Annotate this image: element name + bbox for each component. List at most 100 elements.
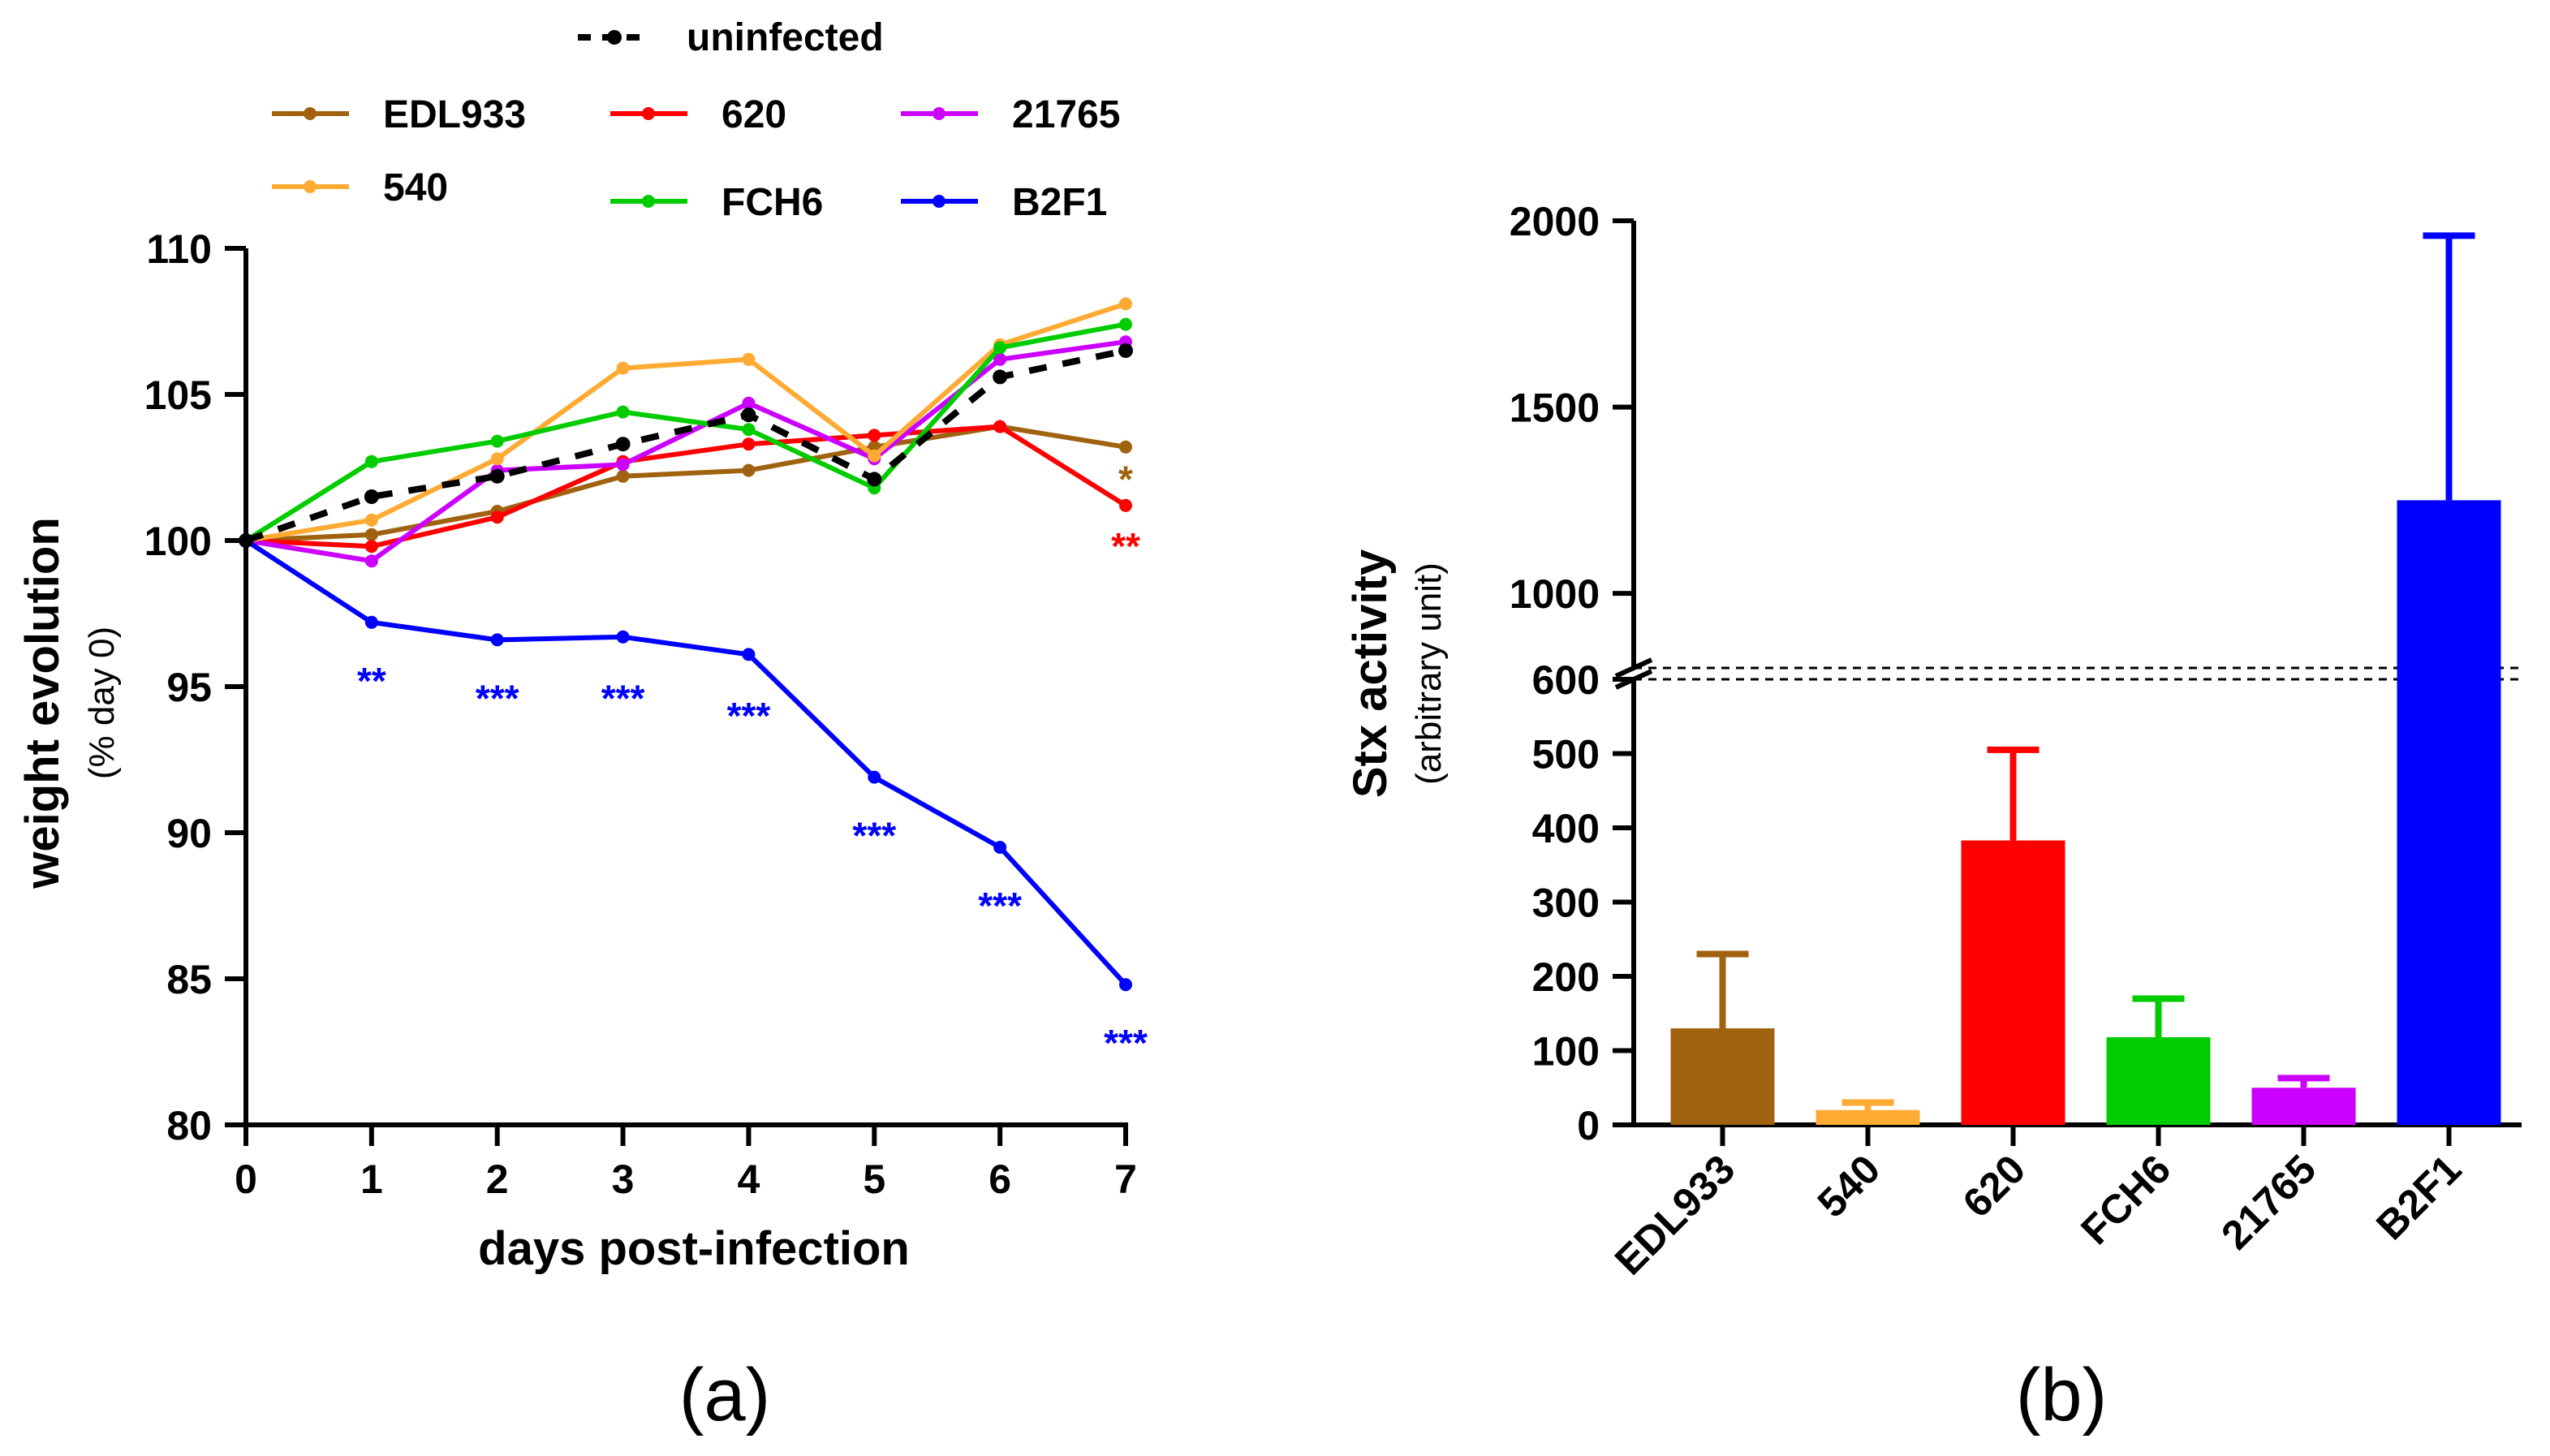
y-tick-label: 500 (1532, 732, 1600, 778)
x-tick-label: 4 (738, 1157, 760, 1202)
significance-marker: ** (357, 660, 386, 702)
data-point-fch6 (993, 341, 1007, 355)
data-point-fch6 (1119, 317, 1132, 331)
x-tick-label: FCH6 (2072, 1146, 2179, 1253)
x-tick-label: 5 (863, 1157, 885, 1202)
data-point-edl933 (616, 469, 630, 483)
data-point-540 (1119, 297, 1132, 311)
data-point-21765 (993, 352, 1007, 366)
panel-b-bar-chart: 0 100 200 300 400 500 600 1000 1500 2000 Stx activ… (1344, 199, 2522, 1437)
legend-marker-21765 (933, 107, 945, 120)
bar-620 (1961, 840, 2065, 1125)
y-tick-label: 100 (144, 519, 212, 564)
significance-marker: ** (1111, 525, 1140, 567)
data-point-540 (616, 361, 630, 375)
panel-label-a: (a) (679, 1354, 770, 1437)
bar-edl933 (1670, 1028, 1775, 1125)
data-point-uninfected (615, 437, 631, 452)
legend-label-540: 540 (383, 166, 448, 209)
bar-fch6 (2106, 1037, 2211, 1125)
y-tick-label: 400 (1532, 806, 1600, 851)
y-tick-label: 2000 (1510, 199, 1600, 244)
significance-marker: *** (727, 695, 771, 737)
y-axis-subtitle: (arbitrary unit) (1409, 562, 1449, 785)
data-point-620 (490, 510, 504, 524)
data-point-21765 (616, 458, 630, 472)
x-tick-label: 7 (1114, 1157, 1137, 1202)
x-axis-title: days post-infection (478, 1222, 910, 1275)
y-axis-title: weight evolution (16, 517, 69, 890)
legend-label-uninfected: uninfected (687, 16, 884, 59)
data-point-620 (1119, 498, 1132, 512)
data-point-b2f1 (742, 648, 756, 661)
y-tick-label: 1000 (1510, 571, 1600, 617)
significance-marker: *** (852, 815, 896, 857)
x-tick-label: 540 (1809, 1146, 1889, 1226)
significance-marker: *** (978, 885, 1022, 927)
y-tick-label: 300 (1532, 881, 1600, 926)
legend-label-b2f1: B2F1 (1012, 181, 1107, 224)
data-point-edl933 (364, 528, 378, 541)
legend-marker-uninfected (607, 30, 622, 45)
x-tick-label: 2 (486, 1157, 509, 1202)
x-tick-label: EDL933 (1606, 1146, 1743, 1283)
series-line-uninfected (244, 347, 1126, 544)
data-point-620 (993, 420, 1007, 433)
bar-b2f1 (2397, 500, 2501, 1125)
y-tick-label: 110 (146, 226, 212, 272)
panel-label-b: (b) (2016, 1354, 2107, 1437)
series-line-21765 (245, 339, 1126, 564)
x-tick-label: 21765 (2212, 1146, 2324, 1258)
data-point-620 (742, 437, 756, 451)
legend-marker-540 (304, 180, 317, 193)
data-point-edl933 (742, 463, 756, 477)
bar-540 (1816, 1109, 1920, 1125)
data-point-b2f1 (490, 633, 504, 647)
significance-marker: *** (601, 677, 645, 719)
x-tick-label: 0 (235, 1157, 257, 1202)
x-tick-label: 620 (1954, 1146, 2035, 1226)
x-tick-label: 3 (612, 1157, 635, 1202)
data-point-540 (868, 449, 881, 463)
data-point-uninfected (867, 472, 882, 487)
data-point-uninfected (364, 489, 379, 504)
series-line-540 (245, 301, 1126, 543)
data-point-uninfected (993, 369, 1008, 385)
legend: uninfected EDL933 620 21765 540 FCH6 B2F1 (272, 16, 1120, 224)
legend-label-21765: 21765 (1012, 93, 1120, 136)
legend-label-fch6: FCH6 (721, 181, 823, 224)
y-tick-label: 600 (1532, 657, 1600, 703)
data-point-21765 (364, 554, 378, 568)
significance-marker: *** (476, 677, 519, 719)
data-point-b2f1 (1119, 978, 1132, 992)
data-point-fch6 (490, 434, 504, 448)
x-tick-label: B2F1 (2367, 1146, 2470, 1248)
y-tick-label: 90 (166, 811, 212, 856)
legend-marker-edl933 (304, 107, 317, 120)
data-point-fch6 (616, 405, 630, 419)
legend-marker-fch6 (642, 195, 655, 208)
y-tick-label: 85 (166, 957, 212, 1002)
data-point-b2f1 (868, 770, 881, 784)
legend-marker-620 (642, 107, 655, 120)
x-tick-label: 6 (989, 1157, 1011, 1202)
legend-label-620: 620 (721, 93, 786, 136)
significance-marker: *** (1104, 1022, 1148, 1064)
data-point-fch6 (742, 423, 756, 437)
bar-21765 (2251, 1088, 2356, 1125)
y-axis-title: Stx activity (1344, 549, 1397, 798)
y-tick-label: 80 (166, 1103, 212, 1148)
y-tick-label: 1500 (1510, 386, 1600, 431)
y-tick-label: 105 (144, 373, 212, 418)
data-point-620 (364, 540, 378, 554)
data-point-edl933 (1119, 440, 1132, 454)
legend-marker-b2f1 (933, 195, 945, 208)
y-tick-label: 100 (1532, 1029, 1600, 1075)
panel-a-line-chart: 80 85 90 95 100 105 110 0 1 2 3 4 5 6 7 days post-infec… (16, 16, 1148, 1437)
data-point-fch6 (364, 454, 378, 468)
data-point-b2f1 (364, 615, 378, 629)
data-point-uninfected (741, 407, 756, 423)
legend-label-edl933: EDL933 (383, 93, 526, 136)
data-point-b2f1 (616, 630, 630, 644)
